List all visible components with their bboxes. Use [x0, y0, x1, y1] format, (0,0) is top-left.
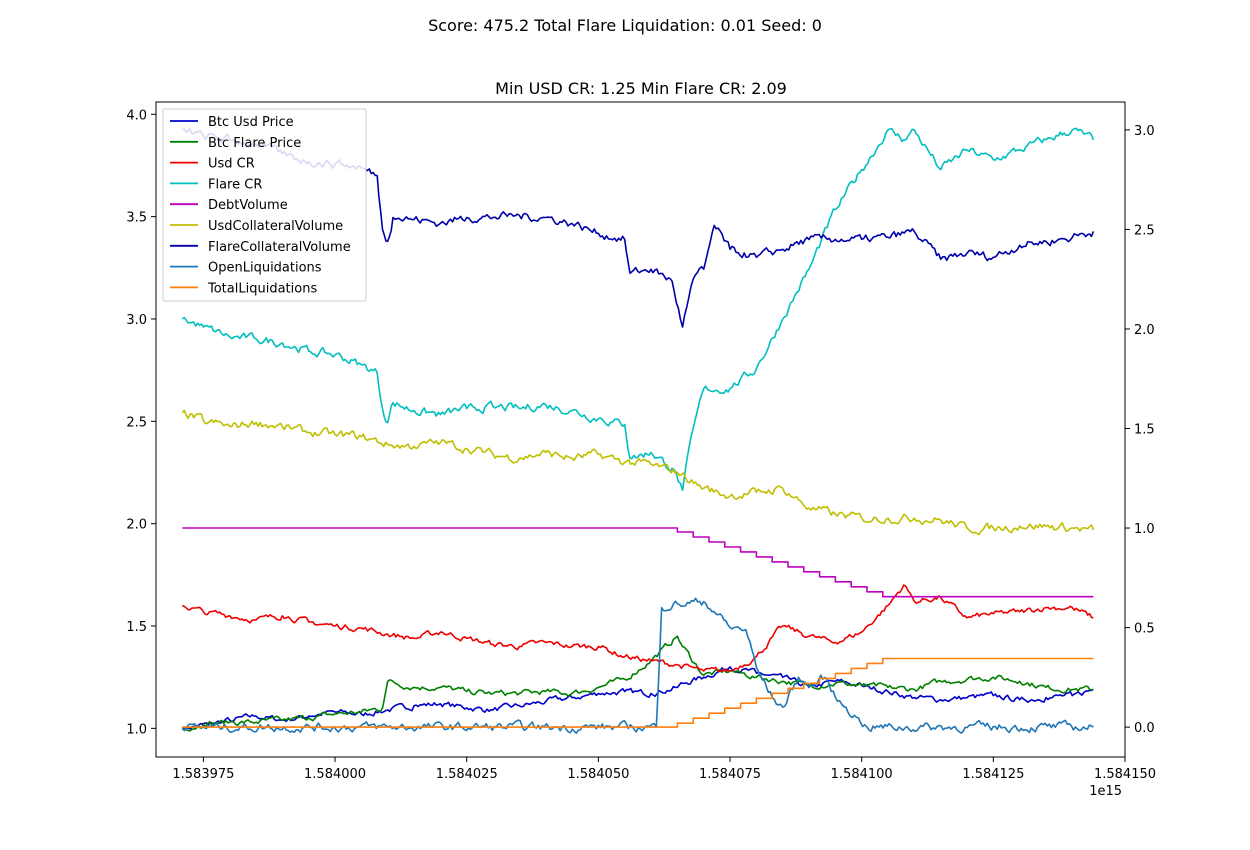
series-group	[181, 127, 1095, 734]
x-tick-label: 1.584075	[699, 767, 761, 782]
x-tick-label: 1.584150	[1094, 767, 1156, 782]
series-line-usdcollateralvolume	[181, 409, 1095, 536]
legend-label: Usd CR	[208, 157, 255, 172]
series-line-debtvolume	[182, 527, 1094, 598]
x-tick-label: 1.583975	[172, 767, 234, 782]
y-left-tick-label: 4.0	[126, 108, 147, 123]
figure-suptitle: Score: 475.2 Total Flare Liquidation: 0.…	[428, 16, 822, 35]
y-left-tick-label: 3.0	[126, 313, 147, 328]
legend-label: OpenLiquidations	[208, 261, 322, 276]
legend-label: Flare CR	[208, 177, 262, 192]
series-line-btc-flare-price	[182, 635, 1094, 732]
y-right-tick-label: 2.0	[1134, 323, 1155, 338]
y-left-tick-label: 1.5	[126, 620, 147, 635]
legend-label: FlareCollateralVolume	[208, 240, 351, 255]
y-left-tick-label: 2.5	[126, 415, 147, 430]
y-left-tick-label: 1.0	[126, 722, 147, 737]
series-line-btc-usd-price	[181, 666, 1094, 732]
x-tick-label: 1.584050	[567, 767, 629, 782]
y-right-tick-label: 1.5	[1134, 423, 1155, 438]
y-left-tick-label: 2.0	[126, 518, 147, 533]
legend: Btc Usd Price Btc Flare Price Usd CR Flare …	[162, 108, 367, 302]
series-line-usd-cr	[181, 584, 1094, 673]
legend-label: TotalLiquidations	[207, 281, 317, 296]
legend-label: DebtVolume	[208, 198, 288, 213]
y-right-tick-label: 0.5	[1134, 622, 1155, 637]
x-tick-label: 1.584025	[436, 767, 498, 782]
axes-title: Min USD CR: 1.25 Min Flare CR: 2.09	[495, 79, 787, 98]
legend-box	[162, 108, 367, 302]
y-right-axis-ticks: 0.0 0.5 1.0 1.5 2.0 2.5 3.0	[1125, 124, 1155, 736]
series-line-flare-cr	[181, 127, 1095, 491]
x-offset-label: 1e15	[1089, 784, 1122, 799]
x-tick-label: 1.584100	[831, 767, 893, 782]
x-tick-label: 1.584125	[962, 767, 1024, 782]
series-line-totalliquidations	[182, 657, 1094, 728]
plot-frame	[155, 101, 1126, 758]
y-right-tick-label: 2.5	[1134, 223, 1155, 238]
y-left-axis-ticks: 1.0 1.5 2.0 2.5 3.0 3.5 4.0	[126, 108, 156, 737]
y-right-tick-label: 3.0	[1134, 124, 1155, 139]
legend-label: UsdCollateralVolume	[208, 219, 343, 234]
y-right-tick-label: 1.0	[1134, 522, 1155, 537]
y-left-tick-label: 3.5	[126, 211, 147, 226]
y-right-tick-label: 0.0	[1134, 721, 1155, 736]
legend-label: Btc Usd Price	[208, 115, 294, 130]
x-tick-label: 1.584000	[304, 767, 366, 782]
x-axis-ticks: 1.583975 1.584000 1.584025 1.584050 1.584075…	[172, 757, 1156, 782]
legend-label: Btc Flare Price	[208, 136, 301, 151]
